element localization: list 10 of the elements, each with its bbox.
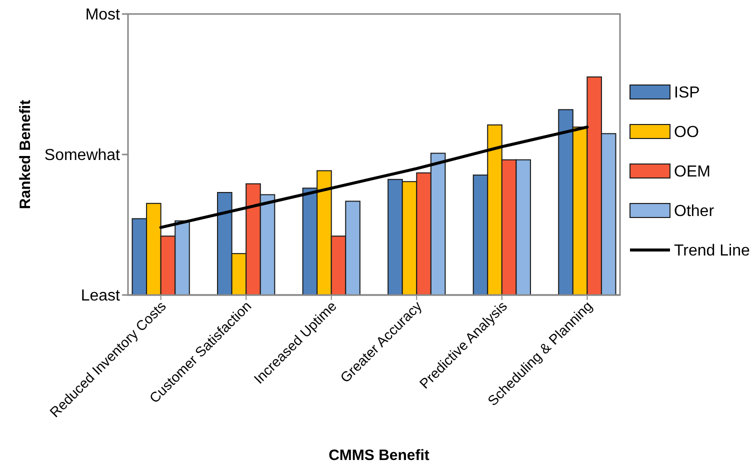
legend-label: Other	[674, 203, 715, 220]
legend-label: OEM	[674, 164, 710, 181]
text: Somewhat	[44, 147, 121, 164]
x-axis-title: CMMS Benefit	[328, 447, 430, 464]
text: Most	[85, 6, 121, 24]
legend-label: ISP	[674, 84, 700, 102]
y-axis-title: Ranked Benefit	[17, 100, 34, 210]
legend-label: OO	[674, 124, 699, 142]
text: Least	[80, 288, 121, 305]
legend-label: Trend Line	[674, 242, 750, 260]
